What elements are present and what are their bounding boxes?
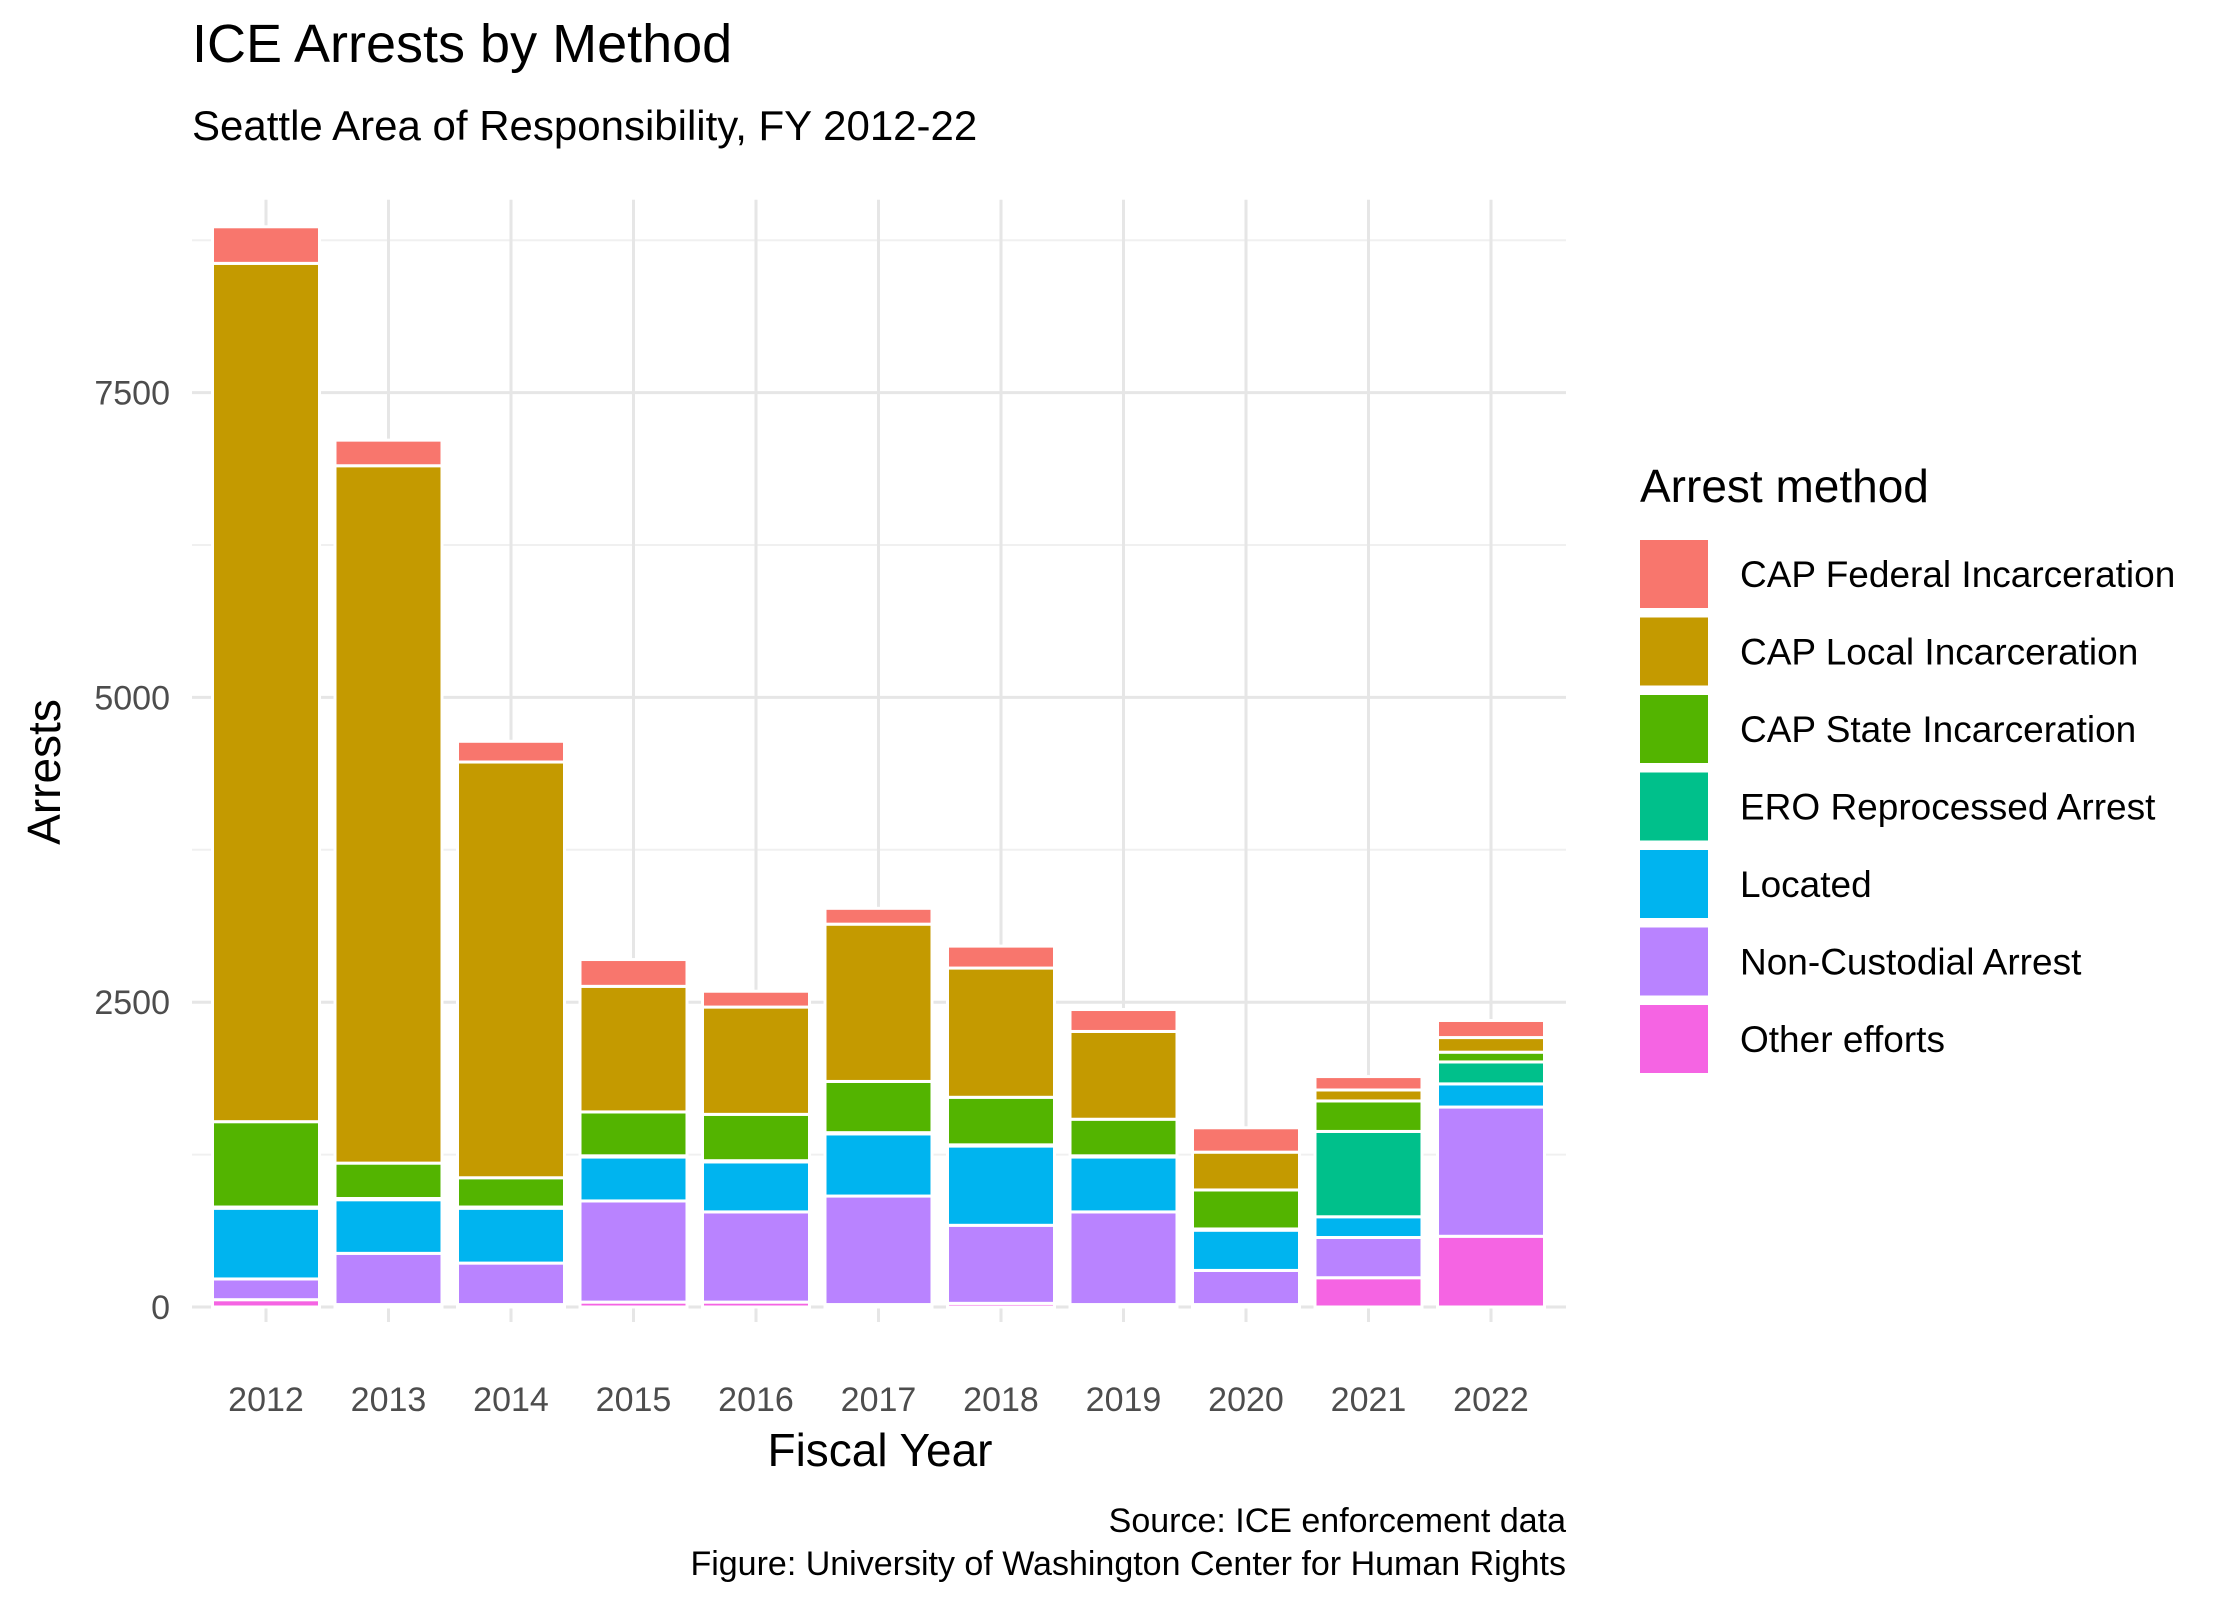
x-tick-label: 2017 bbox=[841, 1381, 917, 1419]
x-axis-title: Fiscal Year bbox=[767, 1424, 992, 1476]
bar-segment bbox=[823, 906, 934, 926]
bar-segment bbox=[1068, 1008, 1179, 1033]
legend-item-label: ERO Reprocessed Arrest bbox=[1740, 787, 2156, 828]
y-tick-label: 2500 bbox=[94, 984, 170, 1022]
legend-item-label: Located bbox=[1740, 864, 1872, 905]
bar-segment bbox=[211, 1206, 321, 1281]
bar-segment bbox=[578, 1155, 689, 1203]
bar-segment bbox=[1068, 1155, 1179, 1214]
bar-segment bbox=[456, 1261, 566, 1307]
bar-segment bbox=[1436, 1234, 1546, 1309]
x-tick-label: 2015 bbox=[596, 1381, 672, 1419]
bar-segment bbox=[1436, 1105, 1546, 1238]
bar-segment bbox=[1436, 1036, 1546, 1054]
bar-segment bbox=[701, 989, 811, 1009]
x-tick-label: 2016 bbox=[718, 1381, 794, 1419]
bar-segment bbox=[1191, 1150, 1301, 1192]
bar-segment bbox=[578, 984, 689, 1114]
bar-segment bbox=[823, 1132, 934, 1198]
legend: Arrest method CAP Federal Incarceration C… bbox=[1640, 460, 2175, 1073]
x-tick-label: 2022 bbox=[1453, 1381, 1529, 1419]
bar-segment bbox=[1068, 1029, 1179, 1121]
legend-item-label: Non-Custodial Arrest bbox=[1740, 942, 2082, 983]
legend-key bbox=[1640, 540, 1708, 608]
legend-key bbox=[1640, 617, 1708, 686]
bar-segment bbox=[333, 438, 444, 468]
x-tick-label: 2019 bbox=[1086, 1381, 1162, 1419]
bar-segment bbox=[946, 966, 1056, 1099]
bar-segment bbox=[1436, 1082, 1546, 1109]
bar-segment bbox=[578, 958, 689, 988]
legend-key bbox=[1640, 850, 1708, 918]
x-tick-label: 2018 bbox=[963, 1381, 1039, 1419]
x-tick-label: 2020 bbox=[1208, 1381, 1284, 1419]
bar-segment bbox=[1068, 1117, 1179, 1158]
y-tick-label: 5000 bbox=[94, 679, 170, 717]
y-axis-ticks: 0 2500 5000 7500 bbox=[94, 375, 170, 1327]
bar-segment bbox=[1191, 1126, 1301, 1154]
bar-segment bbox=[1313, 1215, 1424, 1240]
bar-segment bbox=[1313, 1276, 1424, 1309]
bar-segment bbox=[823, 1079, 934, 1135]
bar-segment bbox=[1191, 1228, 1301, 1272]
bar-segment bbox=[578, 1199, 689, 1304]
bar-segment bbox=[946, 1095, 1056, 1147]
bar-segment bbox=[211, 261, 321, 1124]
bar-segment bbox=[1436, 1018, 1546, 1040]
chart-subtitle: Seattle Area of Responsibility, FY 2012-… bbox=[192, 102, 977, 149]
bar-segment bbox=[1191, 1188, 1301, 1231]
y-tick-label: 0 bbox=[151, 1289, 170, 1327]
legend-title: Arrest method bbox=[1640, 460, 1929, 512]
bar-segment bbox=[456, 1206, 566, 1265]
x-axis-ticks: 2012 2013 2014 2015 2016 2017 2018 2019 2020 2021… bbox=[228, 1381, 1529, 1419]
y-axis-title: Arrests bbox=[18, 699, 70, 845]
bar-segment bbox=[823, 922, 934, 1083]
legend-item-label: Other efforts bbox=[1740, 1019, 1945, 1060]
bar-segment bbox=[333, 1251, 444, 1307]
bar-segment bbox=[823, 1194, 934, 1307]
bar-segment bbox=[211, 1277, 321, 1302]
bar-segment bbox=[333, 464, 444, 1165]
bar-segment bbox=[1191, 1268, 1301, 1307]
chart-title: ICE Arrests by Method bbox=[192, 14, 732, 74]
bar-segment bbox=[946, 1223, 1056, 1305]
bar-segment bbox=[1068, 1210, 1179, 1307]
bar-segment bbox=[456, 760, 566, 1180]
bar-segment bbox=[211, 1120, 321, 1209]
caption-credit: Figure: University of Washington Center … bbox=[690, 1545, 1566, 1583]
y-tick-label: 7500 bbox=[94, 375, 170, 413]
bar-segment bbox=[211, 225, 321, 265]
legend-item-label: CAP Federal Incarceration bbox=[1740, 554, 2175, 595]
bar-segment bbox=[1313, 1129, 1424, 1219]
bar-segment bbox=[1436, 1060, 1546, 1086]
bar-segment bbox=[456, 739, 566, 764]
bar-segment bbox=[701, 1005, 811, 1116]
legend-key bbox=[1640, 927, 1708, 996]
bar-segment bbox=[578, 1110, 689, 1158]
bar-segment bbox=[701, 1160, 811, 1214]
legend-key bbox=[1640, 695, 1708, 763]
bar-segment bbox=[946, 1144, 1056, 1227]
x-tick-label: 2013 bbox=[351, 1381, 427, 1419]
legend-key bbox=[1640, 1005, 1708, 1073]
bars bbox=[211, 225, 1546, 1309]
bar-segment bbox=[1313, 1075, 1424, 1092]
legend-item-label: CAP State Incarceration bbox=[1740, 709, 2136, 750]
bar-segment bbox=[456, 1176, 566, 1209]
bar-segment bbox=[1313, 1099, 1424, 1133]
bar-segment bbox=[701, 1112, 811, 1163]
legend-key bbox=[1640, 772, 1708, 841]
x-tick-label: 2014 bbox=[473, 1381, 549, 1419]
x-tick-label: 2012 bbox=[228, 1381, 304, 1419]
bar-segment bbox=[946, 944, 1056, 970]
bar-segment bbox=[1313, 1236, 1424, 1280]
x-tick-label: 2021 bbox=[1331, 1381, 1407, 1419]
legend-item-label: CAP Local Incarceration bbox=[1740, 632, 2138, 673]
bar-segment bbox=[333, 1198, 444, 1255]
bar-segment bbox=[701, 1210, 811, 1304]
bar-segment bbox=[333, 1161, 444, 1200]
bar-segment bbox=[1313, 1088, 1424, 1103]
caption-source: Source: ICE enforcement data bbox=[1109, 1502, 1566, 1540]
